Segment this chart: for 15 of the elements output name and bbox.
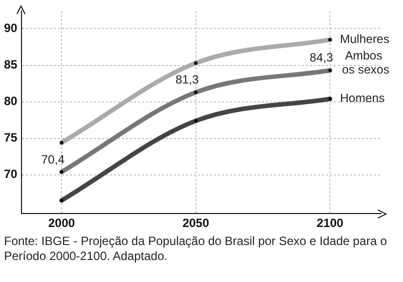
data-label: 84,3 <box>310 50 334 65</box>
x-tick-label: 2100 <box>316 216 344 230</box>
data-label: 81,3 <box>175 72 200 87</box>
series-label: Ambos os sexos <box>342 48 390 77</box>
data-label: 70,4 <box>41 152 65 166</box>
source-note: Fonte: IBGE - Projeção da População do Brasil por Sexo e Idade para o Período 2000-2100. Adaptado. <box>4 234 388 264</box>
x-tick-label: 2050 <box>182 216 210 230</box>
x-tick-label: 2000 <box>48 216 76 230</box>
series-label: Homens <box>340 91 385 106</box>
y-tick-label: 70 <box>4 167 18 182</box>
y-tick-label: 85 <box>4 58 18 72</box>
y-tick-label: 80 <box>4 94 18 108</box>
y-tick-label: 90 <box>4 21 18 36</box>
y-tick-label: 75 <box>4 130 18 145</box>
series-label: Mulheres <box>340 32 390 46</box>
